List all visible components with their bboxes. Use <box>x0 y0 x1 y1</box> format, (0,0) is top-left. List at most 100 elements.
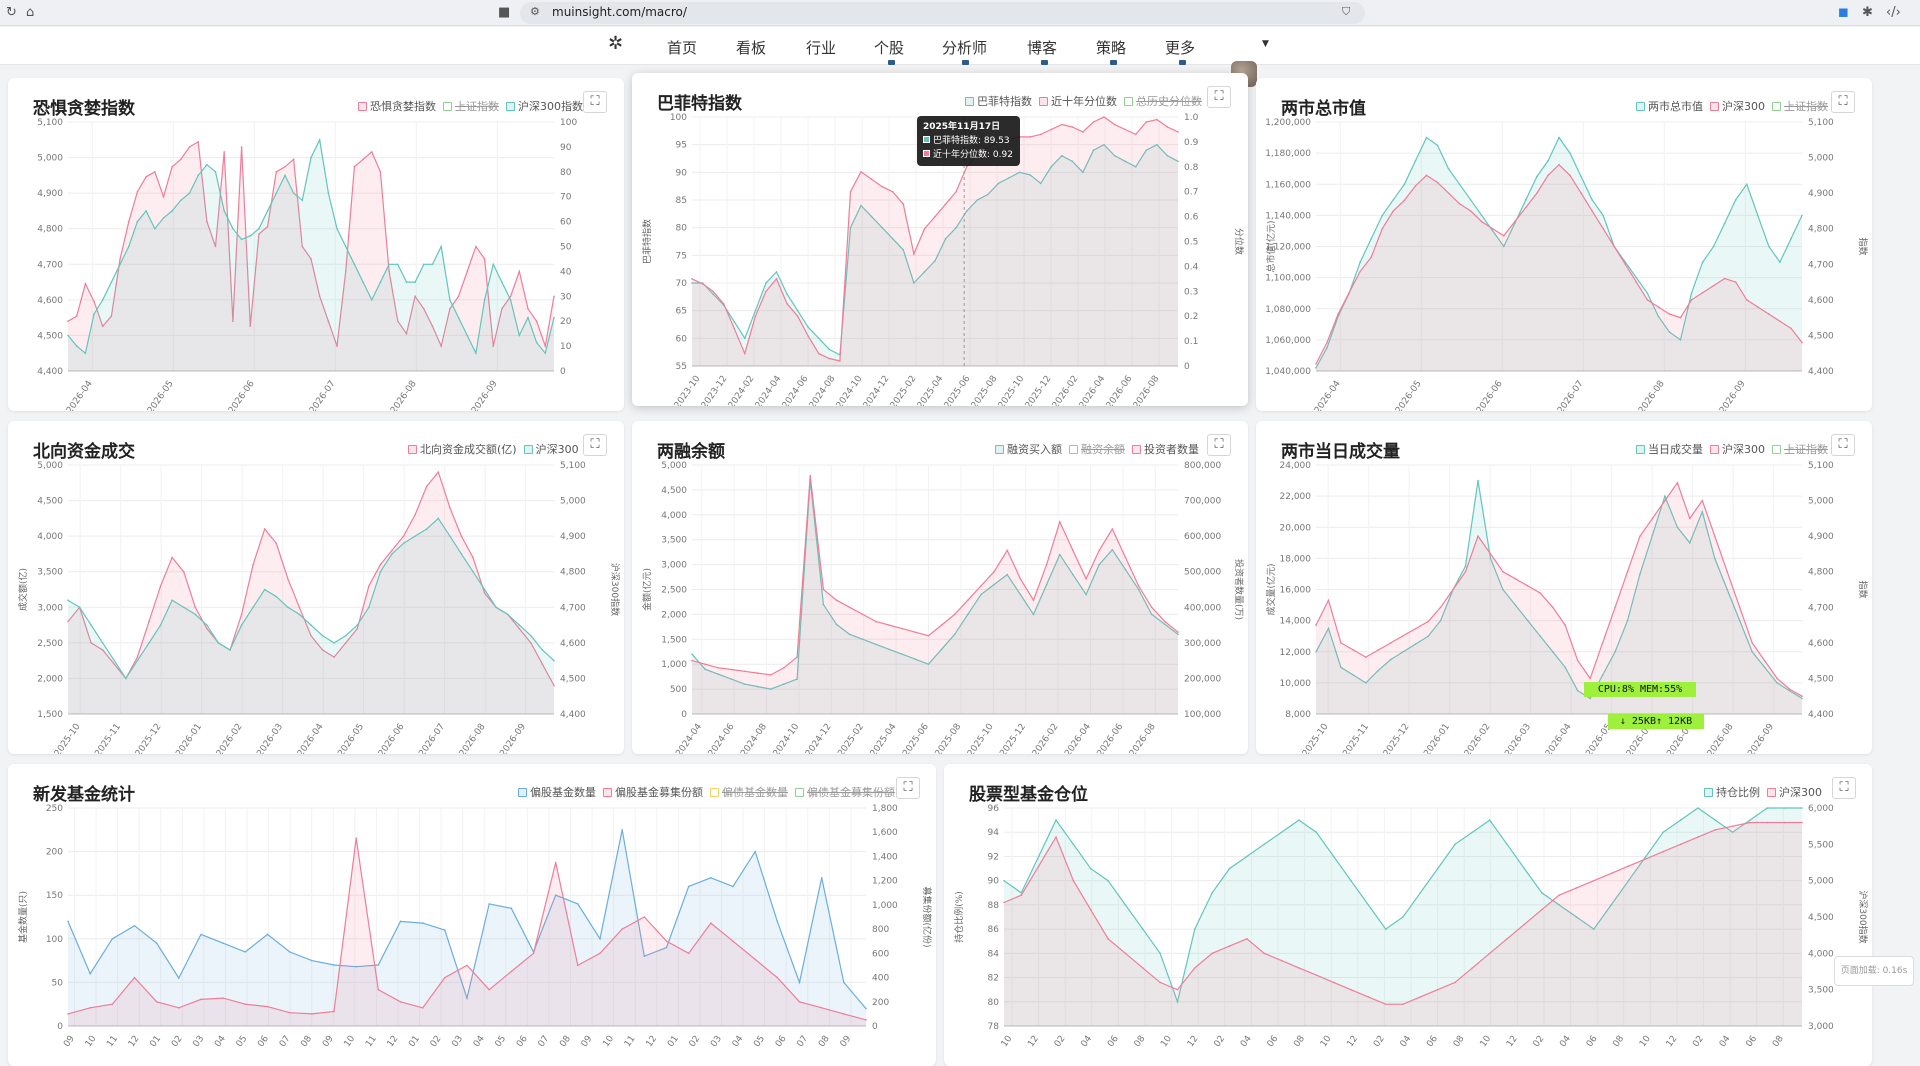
series-line[interactable] <box>1315 481 1803 697</box>
chart-plot[interactable]: 5,100 5,000 4,900 4,800 4,700 4,600 4,500 4,400… <box>8 78 624 411</box>
home-icon[interactable]: ⌂ <box>26 5 35 20</box>
chevron-down-icon[interactable]: ▼ <box>1262 39 1269 49</box>
series-point <box>953 633 956 636</box>
expand-icon[interactable]: ⛶ <box>1832 777 1856 799</box>
legend-item[interactable]: 两市总市值 <box>1636 98 1703 114</box>
legend-item[interactable]: 沪深300 <box>1710 98 1765 114</box>
legend-item[interactable]: 总历史分位数 <box>1124 93 1202 109</box>
series-point <box>333 1010 335 1013</box>
series-line[interactable] <box>691 475 1179 676</box>
series-point <box>1589 697 1591 700</box>
series-point <box>1613 245 1616 248</box>
legend-item[interactable]: 恐惧贪婪指数 <box>358 98 436 114</box>
series-line[interactable] <box>691 479 1179 690</box>
legend-item[interactable]: 偏股基金募集份额 <box>603 784 703 800</box>
series-point <box>1763 666 1766 669</box>
nav-strategy[interactable]: 策略 <box>1096 39 1127 57</box>
devtools-icon[interactable]: ‹/› <box>1886 5 1901 20</box>
expand-icon[interactable]: ⛶ <box>1831 434 1855 456</box>
x-tick-label: 03 <box>709 1034 724 1049</box>
chart-plot[interactable]: 1,200,000 1,180,000 1,160,000 1,140,000 1,12… <box>1256 78 1872 411</box>
legend-item[interactable]: 偏债基金募集份额 <box>795 784 895 800</box>
legend-item[interactable]: 沪深300 <box>1767 784 1822 800</box>
legend-item[interactable]: 近十年分位数 <box>1039 93 1117 109</box>
series-point <box>822 603 825 606</box>
chart-plot[interactable]: 5,000 4,500 4,000 3,500 3,000 2,500 2,000 1,500… <box>632 421 1248 754</box>
series-point <box>1558 904 1560 906</box>
legend-item[interactable]: 投资者数量 <box>1132 441 1199 457</box>
bookmark-icon[interactable]: ■ <box>498 5 511 20</box>
expand-icon[interactable]: ⛶ <box>896 777 920 799</box>
series-point <box>888 624 890 626</box>
reload-icon[interactable]: ↻ <box>6 5 17 20</box>
address-bar[interactable]: ⚙ muinsight.com/macro/ ⛉ <box>520 2 1365 24</box>
series-point <box>101 649 104 651</box>
series-point <box>1576 689 1579 692</box>
series-point <box>1626 570 1629 573</box>
legend-item[interactable]: 偏股基金数量 <box>518 784 596 800</box>
legend-item[interactable]: 沪深300 <box>1710 441 1765 457</box>
chart-plot[interactable]: 2502001501005001,8001,6001,4001,2001,000… <box>8 764 936 1066</box>
legend-item[interactable]: 巴菲特指数 <box>965 93 1032 109</box>
puzzle-icon[interactable]: ✱ <box>1862 5 1873 20</box>
series-point <box>75 315 78 318</box>
series-point <box>159 624 162 626</box>
expand-icon[interactable]: ⛶ <box>583 91 607 113</box>
legend-item[interactable]: 上证指数 <box>1772 441 1828 457</box>
legend-item[interactable]: 沪深300指数 <box>506 98 583 114</box>
series-point <box>1124 952 1127 955</box>
chart-plot[interactable]: 96 94 92 90 88 86 84 82 80 78 6,000 5,500 5,000 4,500… <box>944 764 1872 1066</box>
legend-item[interactable]: 融资买入额 <box>995 441 1062 457</box>
series-point <box>743 670 746 673</box>
series-point <box>171 599 173 601</box>
right-tick-label: 5,100 <box>1808 461 1834 471</box>
series-point <box>232 227 234 230</box>
series-line[interactable] <box>1315 480 1803 700</box>
expand-icon[interactable]: ⛶ <box>1831 91 1855 113</box>
chart-plot[interactable]: 5,000 4,500 4,000 3,500 3,000 2,500 2,000 1,500… <box>8 421 624 754</box>
series-point <box>541 663 544 665</box>
series-area <box>692 475 1178 714</box>
series-point <box>301 245 304 248</box>
legend-item[interactable]: 北向资金成交额(亿) <box>408 441 517 457</box>
legend-item[interactable]: 持仓比例 <box>1704 784 1760 800</box>
expand-icon[interactable]: ⛶ <box>1207 86 1231 108</box>
right-tick-label: 4,500 <box>1808 674 1834 684</box>
series-point <box>1156 143 1158 146</box>
series-point <box>993 583 995 586</box>
nav-home[interactable]: 首页 <box>667 39 698 57</box>
series-point <box>704 668 706 670</box>
legend-item[interactable]: 融资余额 <box>1069 441 1125 457</box>
left-tick-label: 5,000 <box>37 461 63 471</box>
series-point <box>1749 821 1751 824</box>
series-point <box>1768 245 1770 248</box>
series-point <box>1124 568 1127 571</box>
site-logo-icon[interactable]: ✲ <box>608 33 624 54</box>
chart-plot[interactable]: 100 95 90 85 80 75 70 65 60 55 1.0 0.9 0.8 0.7 0.6 0.5 0… <box>632 73 1248 406</box>
nav-stocks[interactable]: 个股 <box>874 39 905 57</box>
url-text[interactable]: muinsight.com/macro/ <box>552 5 687 19</box>
nav-board[interactable]: 看板 <box>736 39 767 57</box>
extension-icon[interactable]: ◼ <box>1838 5 1849 20</box>
legend-swatch <box>1636 444 1645 454</box>
series-point <box>849 226 852 229</box>
legend-item[interactable]: 沪深300 <box>523 441 579 457</box>
series-point <box>311 1013 313 1015</box>
expand-icon[interactable]: ⛶ <box>583 434 607 456</box>
nav-blog[interactable]: 博客 <box>1027 39 1058 57</box>
expand-icon[interactable]: ⛶ <box>1207 434 1231 456</box>
site-settings-icon[interactable]: ⚙ <box>530 5 540 18</box>
chart-plot[interactable]: 24,000 22,000 20,000 18,000 16,000 14,000 12,0… <box>1256 421 1872 754</box>
nav-more[interactable]: 更多 <box>1165 39 1196 57</box>
legend-item[interactable]: 上证指数 <box>443 98 499 114</box>
legend-label: 融资买入额 <box>1007 443 1062 456</box>
right-tick-label: 4,800 <box>1808 225 1834 235</box>
shield-icon[interactable]: ⛉ <box>1342 5 1351 18</box>
x-tick-label: 12 <box>386 1034 401 1049</box>
nav-analysts[interactable]: 分析师 <box>942 39 988 57</box>
legend-item[interactable]: 上证指数 <box>1772 98 1828 114</box>
legend-item[interactable]: 当日成交量 <box>1636 441 1703 457</box>
legend-item[interactable]: 偏债基金数量 <box>710 784 788 800</box>
nav-industry[interactable]: 行业 <box>806 39 837 57</box>
series-point <box>396 263 399 266</box>
